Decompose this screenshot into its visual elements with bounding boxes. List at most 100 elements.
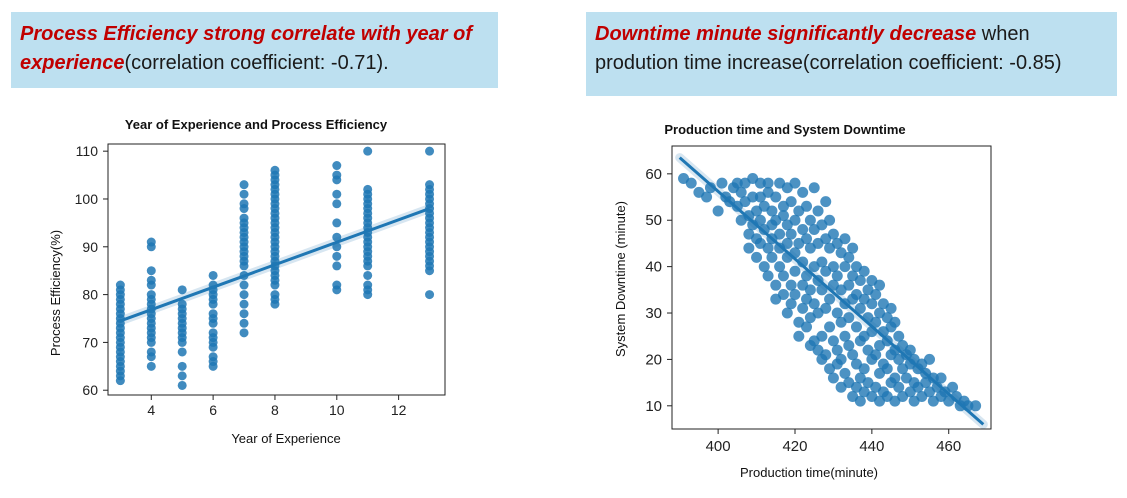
data-point [824,293,836,305]
data-point [332,189,342,199]
data-point [847,349,859,361]
data-point [808,182,820,194]
data-point [770,191,782,203]
data-point [115,280,125,290]
data-point [789,265,801,277]
data-point [847,242,859,254]
data-point [777,210,789,222]
data-point [239,180,249,190]
data-point [854,302,866,314]
data-point [177,361,187,371]
data-point [766,251,778,263]
data-point [735,186,747,198]
chart2-frame [671,145,992,430]
data-point [177,347,187,357]
x-tick-label: 12 [391,402,407,418]
data-point [332,232,342,242]
y-tick-label: 100 [75,191,99,207]
data-point [812,205,824,217]
data-point [820,349,832,361]
data-point [239,189,249,199]
data-point [781,307,793,319]
chart1-ticks: 4 6 8 10 12 60 70 80 90 100 110 [75,143,407,418]
data-point [146,361,156,371]
regression-line [119,207,431,323]
data-point [270,165,280,175]
data-point [701,191,713,203]
data-point [843,312,855,324]
data-point [425,146,435,156]
data-point [712,205,724,217]
data-point [425,290,435,300]
chart1-frame [107,143,446,396]
data-point [758,261,770,273]
data-point [425,180,435,190]
data-point [781,237,793,249]
x-tick-label: 460 [936,438,961,455]
x-tick-label: 8 [271,402,279,418]
data-point [685,177,697,189]
data-point [239,199,249,209]
callout-downtime: Downtime minute significantly decrease w… [586,12,1117,96]
data-point [793,330,805,342]
data-point [858,363,870,375]
data-point [816,330,828,342]
x-tick-label: 440 [859,438,884,455]
data-point [239,328,249,338]
chart2-regression [675,153,988,429]
y-tick-label: 50 [645,212,662,229]
data-point [363,280,373,290]
data-point [743,242,755,254]
data-point [208,352,218,362]
data-point [827,261,839,273]
data-point [904,344,916,356]
data-point [820,196,832,208]
chart2-ylabel: System Downtime (minute) [613,201,628,357]
chart2-xlabel: Production time(minute) [740,465,878,480]
data-point [797,302,809,314]
y-tick-label: 80 [82,287,98,303]
data-point [774,228,786,240]
y-tick-label: 20 [645,351,662,368]
data-point [332,251,342,261]
data-point [824,321,836,333]
chart1-title: Year of Experience and Process Efficienc… [125,117,388,132]
data-point [870,288,882,300]
data-point [843,251,855,263]
chart1-xlabel: Year of Experience [231,431,340,446]
data-point [332,218,342,228]
data-point [827,335,839,347]
data-point [146,290,156,300]
data-point [177,371,187,381]
data-point [839,261,851,273]
data-point [924,353,936,365]
data-point [770,279,782,291]
x-tick-label: 400 [706,438,731,455]
data-point [820,302,832,314]
data-point [824,214,836,226]
data-point [789,288,801,300]
y-tick-label: 90 [82,239,98,255]
callout-efficiency: Process Efficiency strong correlate with… [11,12,498,88]
data-point [839,367,851,379]
x-tick-label: 6 [209,402,217,418]
data-point [363,146,373,156]
data-point [239,213,249,223]
chart2-title: Production time and System Downtime [664,122,905,137]
data-point [839,330,851,342]
data-point [970,400,982,412]
data-point [858,265,870,277]
data-point [177,299,187,309]
data-point [785,279,797,291]
production-downtime-chart: Production time and System Downtime Prod… [613,122,992,480]
data-point [332,261,342,271]
data-point [870,349,882,361]
data-point [785,196,797,208]
data-point [881,363,893,375]
callout-efficiency-highlight: Process Efficiency strong correlate with… [20,23,473,74]
data-point [843,279,855,291]
data-point [870,316,882,328]
data-point [831,344,843,356]
data-point [208,270,218,280]
